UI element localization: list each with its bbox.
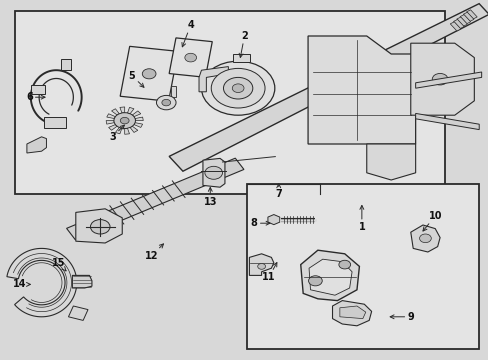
Text: 13: 13 bbox=[203, 188, 217, 207]
Circle shape bbox=[204, 166, 222, 179]
Text: 9: 9 bbox=[389, 312, 413, 322]
Polygon shape bbox=[68, 306, 88, 320]
Circle shape bbox=[162, 99, 170, 106]
Polygon shape bbox=[456, 17, 467, 26]
Circle shape bbox=[223, 77, 252, 99]
Polygon shape bbox=[466, 10, 476, 19]
Polygon shape bbox=[203, 158, 224, 187]
Circle shape bbox=[184, 53, 196, 62]
Bar bbox=[15, 11, 444, 194]
Polygon shape bbox=[72, 275, 92, 288]
Polygon shape bbox=[124, 128, 129, 134]
Circle shape bbox=[419, 234, 430, 243]
Polygon shape bbox=[415, 72, 481, 88]
Circle shape bbox=[431, 73, 447, 85]
Text: 5: 5 bbox=[128, 71, 143, 87]
Polygon shape bbox=[7, 248, 77, 317]
Polygon shape bbox=[171, 86, 176, 97]
Polygon shape bbox=[459, 15, 470, 24]
Bar bbox=[246, 184, 478, 349]
Polygon shape bbox=[307, 36, 415, 144]
Circle shape bbox=[232, 84, 244, 93]
Polygon shape bbox=[27, 137, 46, 153]
Polygon shape bbox=[410, 225, 439, 252]
Circle shape bbox=[142, 69, 156, 79]
Text: 8: 8 bbox=[250, 218, 269, 228]
Circle shape bbox=[211, 68, 264, 108]
Circle shape bbox=[308, 276, 322, 286]
Polygon shape bbox=[308, 259, 351, 295]
Polygon shape bbox=[132, 111, 141, 117]
Polygon shape bbox=[410, 43, 473, 115]
Polygon shape bbox=[449, 22, 460, 31]
Polygon shape bbox=[452, 19, 463, 28]
Text: 6: 6 bbox=[26, 92, 45, 102]
Polygon shape bbox=[127, 107, 134, 114]
Text: 2: 2 bbox=[239, 31, 247, 57]
Text: 14: 14 bbox=[13, 279, 30, 289]
Circle shape bbox=[257, 264, 265, 269]
Text: 15: 15 bbox=[52, 258, 66, 271]
Text: 11: 11 bbox=[262, 262, 276, 282]
Circle shape bbox=[120, 117, 129, 124]
Polygon shape bbox=[120, 107, 124, 113]
Polygon shape bbox=[44, 117, 66, 128]
Polygon shape bbox=[111, 109, 119, 115]
Polygon shape bbox=[66, 158, 244, 240]
Polygon shape bbox=[462, 12, 473, 21]
Polygon shape bbox=[366, 144, 415, 180]
Polygon shape bbox=[106, 121, 114, 124]
Polygon shape bbox=[115, 127, 122, 134]
Polygon shape bbox=[135, 117, 143, 121]
Polygon shape bbox=[120, 46, 178, 101]
Text: 7: 7 bbox=[275, 184, 282, 199]
Polygon shape bbox=[339, 306, 365, 319]
Polygon shape bbox=[249, 254, 273, 275]
Polygon shape bbox=[31, 85, 45, 94]
Polygon shape bbox=[130, 126, 138, 132]
Polygon shape bbox=[134, 123, 142, 127]
Polygon shape bbox=[267, 215, 279, 225]
Polygon shape bbox=[199, 67, 228, 92]
Text: 3: 3 bbox=[109, 125, 124, 142]
Polygon shape bbox=[300, 250, 359, 301]
Polygon shape bbox=[332, 301, 371, 326]
Polygon shape bbox=[106, 114, 115, 118]
Polygon shape bbox=[108, 125, 117, 130]
Text: 12: 12 bbox=[144, 244, 163, 261]
Polygon shape bbox=[169, 4, 488, 171]
Circle shape bbox=[338, 260, 350, 269]
Polygon shape bbox=[76, 209, 122, 243]
Polygon shape bbox=[415, 113, 478, 130]
Text: 1: 1 bbox=[358, 206, 365, 232]
Polygon shape bbox=[233, 54, 250, 62]
Circle shape bbox=[156, 95, 176, 110]
Polygon shape bbox=[169, 38, 212, 77]
Polygon shape bbox=[61, 59, 71, 70]
Text: 4: 4 bbox=[182, 20, 194, 47]
Text: 10: 10 bbox=[422, 211, 441, 231]
Circle shape bbox=[114, 113, 135, 129]
Circle shape bbox=[201, 61, 274, 115]
Circle shape bbox=[90, 220, 110, 234]
